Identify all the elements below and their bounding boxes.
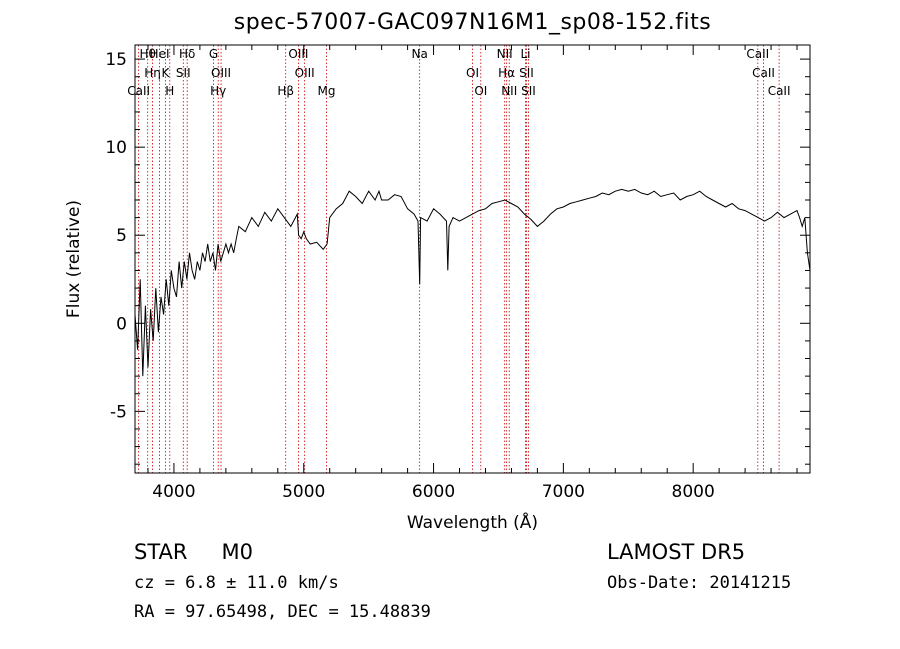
line-marker-label: OIII	[211, 66, 231, 80]
y-axis-ticks: -5 0 5 10 15	[105, 50, 810, 465]
line-marker-label: OIII	[288, 47, 308, 61]
observation-date: Obs-Date: 20141215	[607, 573, 792, 593]
line-marker-label: SII	[519, 66, 534, 80]
spectral-line-labels: HθHηCaIIHeIKHHδSIIHγGOIIIHβOIIIOIIIMgNaO…	[127, 47, 790, 98]
line-marker-label: SII	[176, 66, 191, 80]
line-marker-label: NII	[497, 47, 513, 61]
x-tick-label: 7000	[542, 482, 585, 502]
line-marker-label: SII	[521, 84, 536, 98]
x-tick-label: 6000	[412, 482, 455, 502]
line-marker-label: CaII	[746, 47, 769, 61]
plot-frame	[134, 44, 811, 474]
y-tick-label: 15	[105, 50, 127, 70]
line-marker-label: NII	[501, 84, 517, 98]
line-marker-label: H	[165, 84, 174, 98]
object-class: STAR	[134, 540, 188, 564]
y-axis-label: Flux (relative)	[64, 200, 84, 318]
y-tick-label: 0	[116, 314, 127, 334]
x-axis-label: Wavelength (Å)	[407, 511, 538, 533]
y-tick-label: 10	[105, 138, 127, 158]
line-marker-label: OI	[474, 84, 487, 98]
spectrum-line	[134, 188, 811, 377]
x-tick-label: 8000	[672, 482, 715, 502]
y-tick-label: 5	[116, 226, 127, 246]
line-marker-label: Li	[520, 47, 530, 61]
line-marker-label: Hη	[144, 66, 161, 80]
line-marker-label: CaII	[127, 84, 150, 98]
line-marker-label: Hδ	[179, 47, 195, 61]
line-marker-label: Hβ	[277, 84, 294, 98]
line-marker-label: G	[209, 47, 218, 61]
survey-name: LAMOST DR5	[607, 540, 746, 564]
redshift-cz: cz = 6.8 ± 11.0 km/s	[134, 573, 339, 593]
line-marker-label: Mg	[317, 84, 335, 98]
line-marker-label: CaII	[768, 84, 791, 98]
line-marker-label: HeI	[150, 47, 170, 61]
x-tick-label: 5000	[282, 482, 325, 502]
line-marker-label: K	[161, 66, 170, 80]
ra-dec: RA = 97.65498, DEC = 15.48839	[134, 602, 431, 622]
object-class-line: STAR M0	[134, 540, 253, 564]
line-marker-label: OI	[466, 66, 479, 80]
line-marker-label: Na	[411, 47, 427, 61]
line-marker-label: CaII	[752, 66, 775, 80]
chart-title: spec-57007-GAC097N16M1_sp08-152.fits	[233, 10, 712, 35]
line-marker-label: OIII	[295, 66, 315, 80]
x-tick-label: 4000	[152, 482, 195, 502]
x-axis-ticks: 4000 5000 6000 7000 8000	[147, 45, 798, 502]
y-tick-label: -5	[110, 402, 127, 422]
line-marker-label: Hγ	[210, 84, 226, 98]
line-marker-label: Hθ	[140, 47, 156, 61]
line-marker-label: Hα	[498, 66, 515, 80]
spectral-line-markers	[138, 45, 780, 473]
object-subclass: M0	[221, 540, 253, 564]
